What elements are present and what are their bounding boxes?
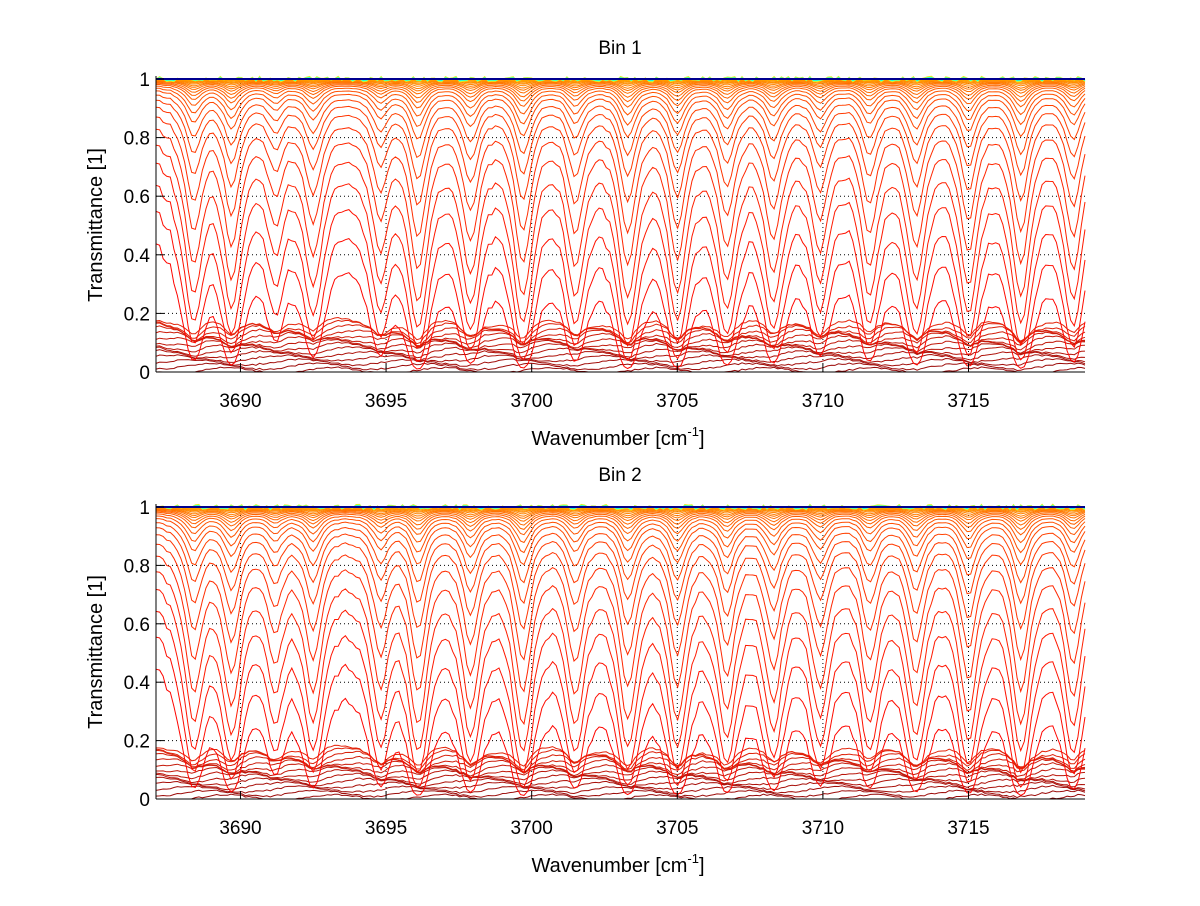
x-tick-label: 3710 — [802, 818, 844, 839]
x-axis-label-end: ] — [699, 855, 705, 877]
subplot-bin-1: Bin 1 0 0.2 0.4 0.6 0.8 1 3690 3695 3700 3705 3710… — [85, 38, 1085, 450]
transmittance-curve — [156, 145, 1085, 301]
y-axis-label: Transmittance [1] — [85, 575, 107, 729]
x-tick-label: 3705 — [656, 391, 698, 412]
x-tick-label: 3695 — [365, 391, 407, 412]
chart-title: Bin 2 — [598, 465, 641, 486]
x-axis-label: Wavenumber [cm-1] — [531, 424, 704, 450]
transmittance-curve — [156, 589, 1085, 750]
transmittance-curve — [156, 535, 1085, 629]
x-tick-label: 3690 — [219, 391, 261, 412]
chart-title: Bin 1 — [598, 38, 641, 59]
transmittance-curve — [156, 185, 1085, 347]
transmittance-curve — [156, 790, 1085, 798]
y-tick-label: 0.8 — [124, 129, 150, 150]
x-axis-label: Wavenumber [cm-1] — [531, 851, 704, 877]
x-tick-label: 3695 — [365, 818, 407, 839]
y-tick-label: 1 — [139, 70, 150, 91]
x-tick-label: 3705 — [656, 818, 698, 839]
y-tick-label: 0.6 — [124, 187, 150, 208]
y-tick-label: 0.4 — [124, 673, 151, 694]
y-tick-label: 0.6 — [124, 615, 150, 636]
transmittance-curve — [156, 611, 1085, 772]
y-tick-label: 0 — [139, 363, 150, 384]
y-tick-label: 0.2 — [124, 304, 150, 325]
transmittance-curve — [156, 367, 1085, 372]
x-axis-label-superscript: -1 — [687, 851, 699, 866]
x-axis-label-text: Wavenumber [cm — [531, 855, 687, 877]
x-axis-label-text: Wavenumber [cm — [531, 428, 687, 450]
y-tick-label: 0.4 — [124, 246, 151, 267]
y-tick-label: 0 — [139, 790, 150, 811]
x-axis-label-end: ] — [699, 428, 705, 450]
x-tick-label: 3700 — [511, 818, 553, 839]
x-tick-label: 3690 — [219, 818, 261, 839]
x-axis-label-superscript: -1 — [687, 424, 699, 439]
y-tick-label: 1 — [139, 498, 150, 519]
y-axis-label: Transmittance [1] — [85, 148, 107, 302]
x-tick-label: 3710 — [802, 391, 844, 412]
x-tick-label: 3700 — [511, 391, 553, 412]
x-tick-label: 3715 — [947, 391, 989, 412]
subplot-bin-2: Bin 2 0 0.2 0.4 0.6 0.8 1 3690 3695 3700 3705 3710… — [85, 465, 1085, 877]
y-tick-label: 0.2 — [124, 732, 150, 753]
transmittance-curve — [156, 770, 1085, 781]
y-tick-label: 0.8 — [124, 556, 150, 577]
x-tick-label: 3715 — [947, 818, 989, 839]
transmittance-curve — [156, 794, 1085, 799]
transmittance-curve — [156, 363, 1085, 371]
